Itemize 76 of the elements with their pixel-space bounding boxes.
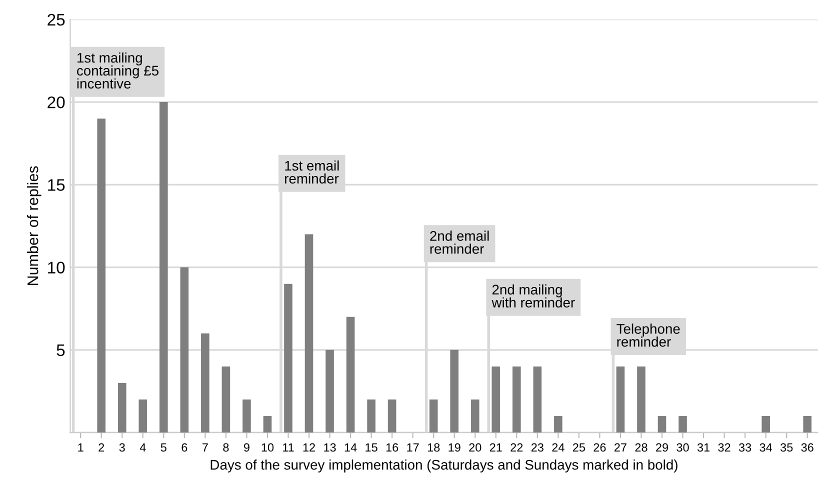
bar [450, 350, 459, 433]
x-tick-label: 36 [801, 443, 814, 452]
x-axis-title: Days of the survey implementation (Saturdays and Sundays marked in bold) [210, 460, 678, 472]
bar [762, 416, 770, 433]
bar [637, 366, 646, 433]
x-tick-label: 21 [490, 443, 502, 452]
bar [803, 416, 812, 433]
x-tick-label: 2 [98, 443, 104, 452]
x-tick-label: 26 [594, 443, 606, 452]
bar [284, 284, 292, 433]
x-tick-label: 33 [738, 443, 752, 452]
bar [97, 118, 106, 433]
x-tick-label: 3 [119, 443, 125, 452]
ref-line-label: 2nd email reminder [430, 230, 489, 254]
x-tick-label: 5 [160, 443, 166, 452]
x-tick-label: 25 [572, 443, 586, 452]
x-tick-label: 8 [223, 443, 229, 452]
x-tick-label: 34 [760, 443, 772, 452]
bar [138, 399, 148, 433]
bar [658, 416, 666, 433]
y-tick-label: 10 [48, 262, 65, 274]
y-tick-label: 5 [56, 344, 65, 356]
x-tick-label: 13 [324, 443, 336, 452]
y-tick-label: 20 [48, 96, 65, 108]
x-tick-label: 9 [244, 443, 250, 452]
x-tick-label: 24 [552, 443, 564, 452]
bar [388, 399, 396, 433]
x-tick-label: 20 [469, 443, 482, 452]
x-tick-label: 35 [780, 443, 793, 452]
ref-line-label: 1st email reminder [285, 160, 339, 184]
x-tick-label: 30 [676, 443, 689, 452]
ref-line-label: 1st mailing containing £5 incentive [77, 52, 158, 89]
bar [222, 366, 230, 433]
x-tick-label: 27 [614, 443, 626, 452]
x-tick-label: 22 [510, 443, 523, 452]
ref-line-label: 2nd mailing with reminder [492, 284, 575, 308]
x-tick-label: 28 [635, 443, 648, 452]
y-axis-title: Number of replies [27, 166, 42, 286]
x-tick-label: 32 [718, 443, 730, 452]
bar [367, 399, 376, 433]
y-tick-label: 25 [48, 14, 65, 26]
x-tick-label: 11 [283, 443, 294, 452]
x-tick-label: 15 [366, 443, 378, 452]
bar [678, 416, 687, 433]
bar [429, 399, 438, 433]
x-tick-label: 7 [202, 443, 208, 452]
bar [346, 316, 355, 433]
x-tick-label: 19 [448, 443, 460, 452]
bar [242, 399, 251, 433]
x-tick-label: 17 [407, 443, 419, 452]
x-tick-label: 23 [531, 443, 544, 452]
x-tick-label: 12 [303, 443, 315, 452]
x-tick-label: 14 [344, 443, 357, 452]
bar [492, 366, 500, 433]
bar [470, 399, 480, 433]
x-tick-label: 18 [428, 443, 440, 452]
bar [554, 416, 562, 433]
x-tick-label: 10 [262, 443, 274, 452]
bar [326, 350, 334, 433]
bar [304, 234, 314, 433]
y-tick-label: 15 [48, 179, 65, 191]
x-tick-label: 16 [386, 443, 398, 452]
bar [263, 416, 272, 433]
ref-line-label: Telephone reminder [616, 324, 680, 347]
x-tick-label: 4 [140, 443, 146, 452]
bar [616, 366, 625, 433]
bar [201, 333, 210, 433]
bar [180, 267, 189, 433]
x-tick-label: 29 [656, 443, 668, 452]
x-tick-label: 1 [78, 443, 84, 452]
bar [160, 102, 168, 433]
x-tick-label: 31 [697, 443, 710, 452]
x-tick-label: 6 [182, 443, 188, 452]
bar [512, 366, 521, 433]
bar [533, 366, 542, 433]
bar [118, 382, 126, 433]
